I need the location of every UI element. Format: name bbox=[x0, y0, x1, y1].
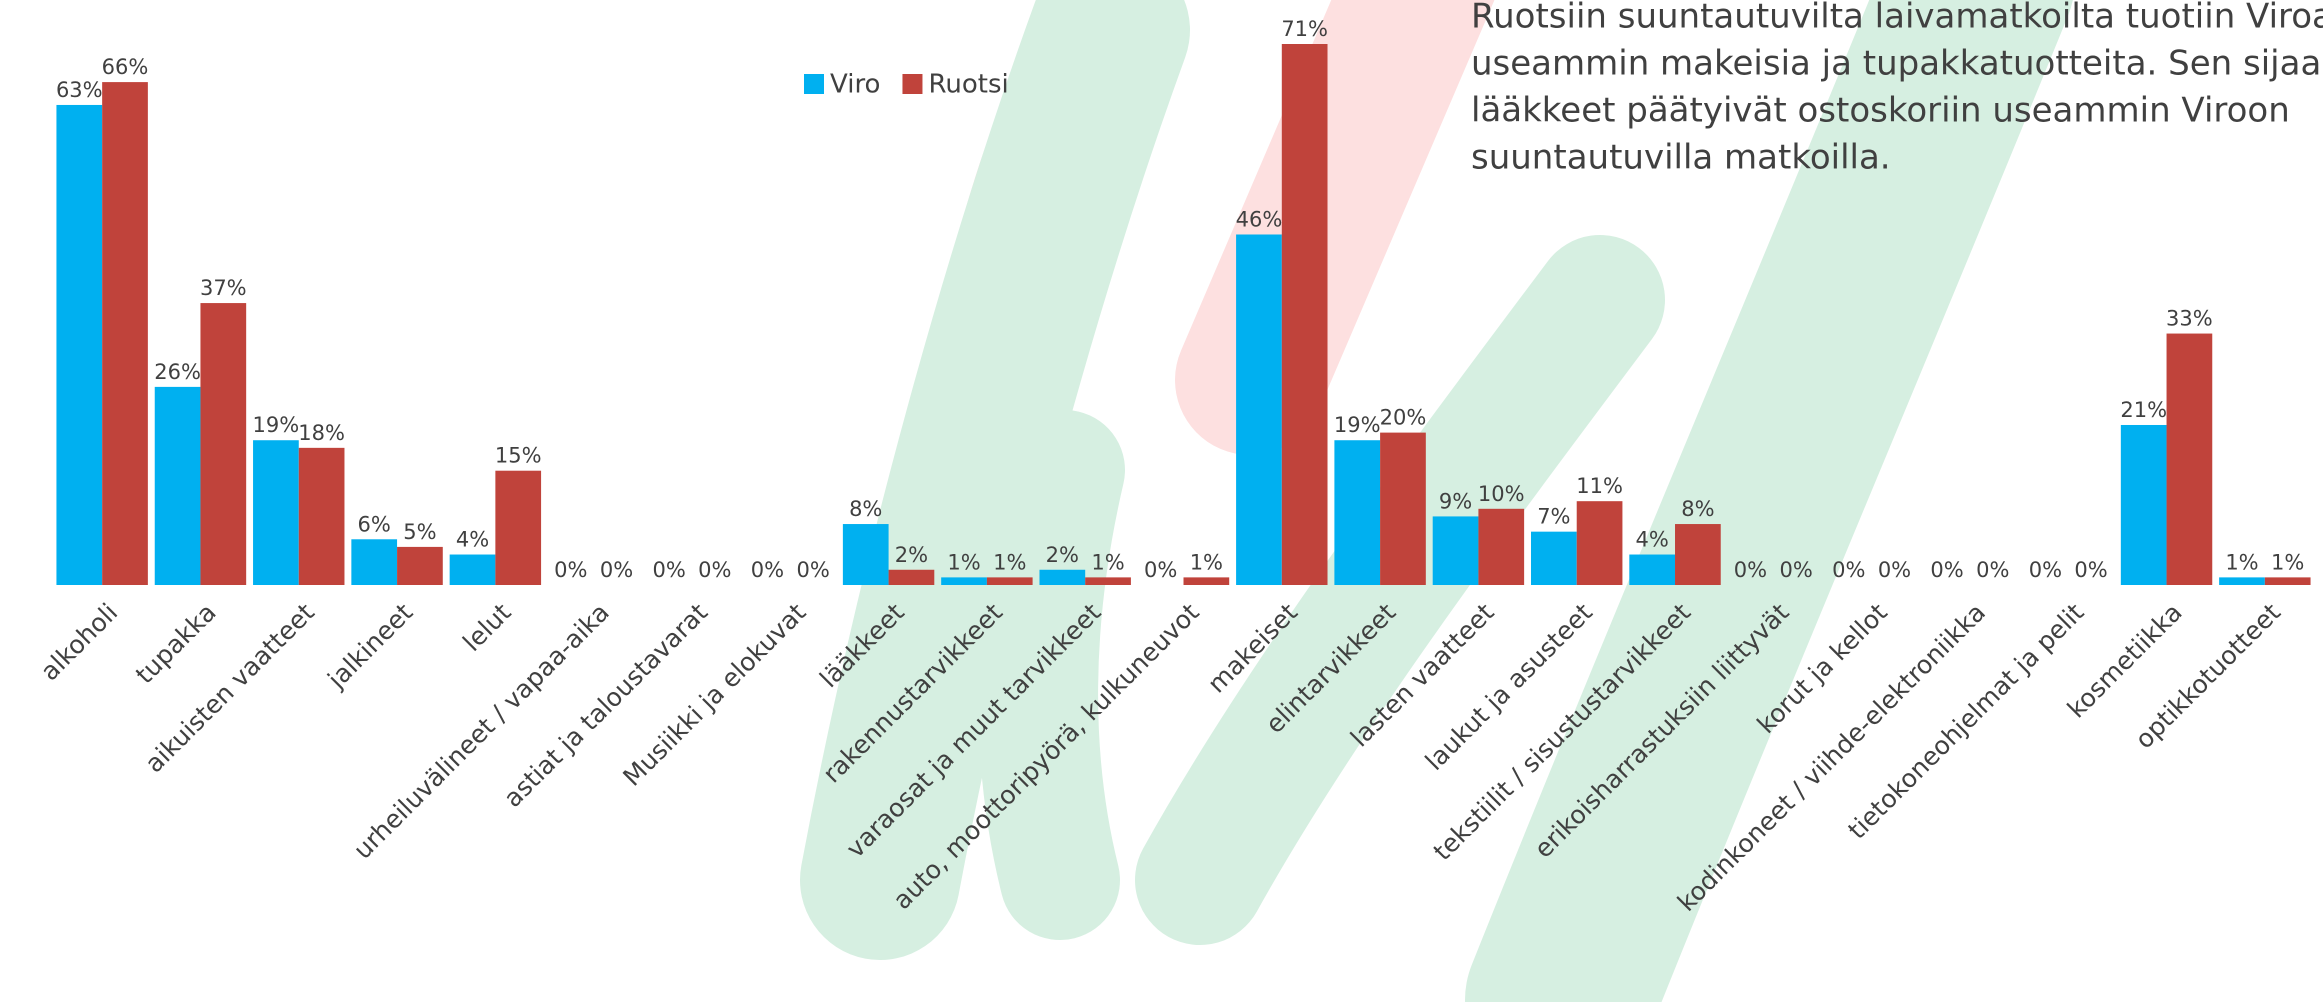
bar bbox=[1432, 516, 1479, 585]
data-label: 5% bbox=[403, 520, 436, 544]
data-label: 4% bbox=[1636, 528, 1669, 552]
data-label: 0% bbox=[1780, 558, 1813, 582]
bar bbox=[298, 447, 345, 585]
x-tick-label: aikuisten vaatteet bbox=[139, 598, 320, 779]
bar bbox=[200, 303, 247, 585]
data-label: 71% bbox=[1281, 17, 1328, 41]
bar bbox=[941, 577, 987, 585]
data-label: 1% bbox=[947, 550, 980, 574]
data-label: 6% bbox=[358, 512, 391, 536]
data-label: 21% bbox=[2120, 398, 2167, 422]
legend-swatch bbox=[902, 74, 923, 94]
data-label: 8% bbox=[1681, 497, 1714, 521]
data-label: 66% bbox=[102, 55, 149, 79]
x-tick-label: lelut bbox=[457, 598, 516, 657]
x-tick-label: tupakka bbox=[130, 598, 222, 690]
data-label: 0% bbox=[2029, 558, 2062, 582]
data-label: 2% bbox=[1046, 543, 1079, 567]
bar bbox=[888, 569, 935, 585]
data-label: 10% bbox=[1478, 482, 1525, 506]
legend-label: Viro bbox=[830, 70, 880, 100]
annotation-line: Ruotsiin suuntautuvilta laivamatkoilta t… bbox=[1471, 0, 2323, 37]
legend-label: Ruotsi bbox=[928, 70, 1008, 100]
data-label: 8% bbox=[849, 497, 882, 521]
data-label: 0% bbox=[698, 558, 731, 582]
bar bbox=[1531, 531, 1577, 585]
bar bbox=[1085, 577, 1131, 585]
data-label: 18% bbox=[298, 421, 345, 445]
bar bbox=[2166, 333, 2213, 585]
data-label: 11% bbox=[1576, 474, 1623, 498]
bar bbox=[986, 577, 1033, 585]
data-label: 1% bbox=[2225, 550, 2258, 574]
bar bbox=[154, 386, 201, 585]
data-label: 0% bbox=[652, 558, 685, 582]
data-label: 0% bbox=[796, 558, 829, 582]
data-label: 0% bbox=[1878, 558, 1911, 582]
legend-swatch bbox=[804, 74, 824, 94]
data-label: 1% bbox=[1190, 550, 1223, 574]
data-label: 2% bbox=[895, 543, 928, 567]
bar bbox=[2264, 577, 2311, 585]
data-label: 26% bbox=[154, 360, 201, 384]
bar bbox=[495, 470, 542, 585]
data-label: 0% bbox=[554, 558, 587, 582]
data-label: 19% bbox=[253, 413, 300, 437]
data-label: 0% bbox=[600, 558, 633, 582]
data-label: 0% bbox=[1930, 558, 1963, 582]
data-label: 4% bbox=[456, 528, 489, 552]
background-decoration bbox=[800, 0, 2073, 1002]
data-label: 37% bbox=[200, 276, 247, 300]
data-label: 0% bbox=[1734, 558, 1767, 582]
annotation-line: lääkkeet päätyivät ostoskoriin useammin … bbox=[1471, 91, 2290, 131]
data-label: 20% bbox=[1380, 406, 1427, 430]
data-label: 7% bbox=[1537, 505, 1570, 529]
bar bbox=[1039, 569, 1086, 585]
data-label: 0% bbox=[1144, 558, 1177, 582]
data-label: 1% bbox=[1091, 550, 1124, 574]
bar bbox=[1576, 501, 1623, 585]
bar bbox=[56, 104, 103, 585]
bar bbox=[1236, 234, 1282, 585]
bar bbox=[2219, 577, 2265, 585]
data-label: 46% bbox=[1236, 207, 1283, 231]
bar bbox=[1675, 524, 1721, 585]
data-label: 1% bbox=[2271, 550, 2304, 574]
bar bbox=[253, 440, 299, 585]
x-tick-label: jalkineet bbox=[321, 598, 418, 695]
data-label: 0% bbox=[1976, 558, 2009, 582]
x-tick-label: astiat ja taloustavarat bbox=[498, 598, 713, 813]
bar bbox=[449, 554, 496, 585]
data-label: 0% bbox=[1832, 558, 1865, 582]
bar bbox=[1334, 440, 1381, 585]
bar bbox=[842, 524, 889, 585]
data-label: 1% bbox=[993, 550, 1026, 574]
x-tick-label: Musiikki ja elokuvat bbox=[617, 598, 811, 792]
annotation-line: useammin makeisia ja tupakkatuotteita. S… bbox=[1471, 44, 2323, 84]
annotation: Ruotsiin suuntautuvilta laivamatkoilta t… bbox=[1471, 0, 2323, 178]
bar bbox=[2120, 424, 2167, 585]
bar bbox=[397, 546, 443, 585]
annotation-line: suuntautuvilla matkoilla. bbox=[1471, 138, 1891, 178]
data-label: 0% bbox=[751, 558, 784, 582]
data-label: 9% bbox=[1439, 489, 1472, 513]
data-label: 0% bbox=[2074, 558, 2107, 582]
bar bbox=[1629, 554, 1676, 585]
data-label: 15% bbox=[495, 444, 542, 468]
bar bbox=[351, 539, 398, 585]
data-label: 33% bbox=[2166, 307, 2213, 331]
bar bbox=[102, 82, 148, 585]
bar bbox=[1380, 432, 1426, 585]
bar bbox=[1281, 44, 1328, 585]
bar bbox=[1478, 508, 1525, 585]
x-tick-label: alkoholi bbox=[35, 598, 124, 687]
bar bbox=[1183, 577, 1230, 585]
data-label: 63% bbox=[56, 78, 103, 102]
data-label: 19% bbox=[1334, 413, 1381, 437]
